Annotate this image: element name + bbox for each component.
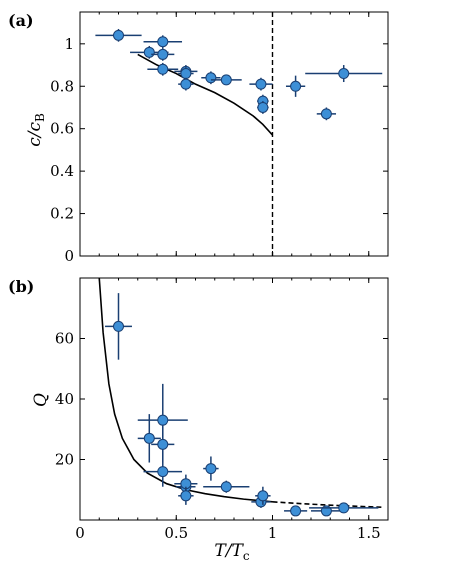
a-data-point: [201, 71, 221, 85]
a-y-tick-label: 0.6: [50, 120, 74, 138]
b-x-tick-label: 1.5: [357, 524, 381, 542]
b-y-tick-label: 60: [55, 330, 74, 348]
a-marker: [157, 36, 169, 48]
b-data-point: [105, 293, 132, 360]
panel-b-x-axis-label-sub: c: [243, 549, 250, 562]
a-marker: [205, 72, 217, 84]
b-x-tick-label: 0.5: [164, 524, 188, 542]
a-marker: [113, 29, 124, 41]
a-marker: [255, 78, 267, 90]
b-model-curve-extrapolated: [272, 501, 385, 509]
b-marker: [338, 502, 350, 514]
a-data-point: [151, 48, 175, 61]
b-data-point: [178, 486, 194, 505]
a-marker: [143, 46, 155, 58]
panel-a-y-axis-label: c/cB: [25, 113, 47, 147]
b-data-point: [137, 414, 161, 463]
a-y-tick-label: 1: [64, 35, 74, 53]
panel-b: (b) 0 0.5 1 1.5 20 40 60 Q T/Tc: [8, 277, 389, 562]
b-data-point: [203, 480, 250, 493]
b-marker: [157, 438, 169, 450]
a-marker: [157, 48, 169, 60]
b-marker: [257, 490, 269, 502]
panel-a-y-axis-label-sub: B: [33, 113, 47, 122]
b-data-point: [203, 456, 219, 481]
b-data-point: [309, 502, 379, 514]
a-data-point: [178, 77, 194, 91]
a-data-point: [285, 75, 306, 97]
b-x-tick-label: 1: [268, 524, 278, 542]
a-y-tick-label: 0: [64, 247, 74, 265]
panel-a-y-axis-label-main: c/c: [25, 122, 45, 147]
a-marker: [290, 80, 302, 92]
a-data-point: [147, 62, 179, 76]
a-data-point: [95, 28, 142, 42]
a-y-tick-label: 0.8: [50, 77, 74, 95]
a-marker: [157, 63, 169, 75]
a-marker: [180, 68, 192, 80]
b-y-tick-label: 40: [55, 390, 74, 408]
panel-b-frame: [79, 277, 389, 521]
panel-b-x-axis-label: T/Tc: [214, 541, 249, 562]
b-y-tick-label: 20: [55, 451, 74, 469]
b-data-point: [143, 456, 183, 487]
a-data-point: [249, 77, 273, 91]
b-marker: [205, 463, 217, 475]
a-data-point: [257, 101, 269, 114]
b-marker: [143, 432, 155, 444]
b-data-point: [255, 486, 271, 505]
panel-a: (a) 0 0.2 0.4 0.6 0.8 1 c/cB: [8, 11, 389, 265]
a-data-point: [305, 65, 383, 83]
b-x-tick-label: 0: [75, 524, 85, 542]
panel-a-frame: [79, 11, 389, 257]
a-marker: [180, 78, 192, 90]
b-marker: [157, 466, 169, 478]
panel-b-x-axis-label-main: T/T: [214, 541, 244, 561]
a-marker: [257, 101, 269, 113]
panel-a-label: (a): [8, 11, 34, 30]
b-marker: [180, 490, 192, 502]
a-marker: [320, 108, 332, 120]
b-marker: [157, 414, 169, 426]
a-marker: [338, 68, 350, 80]
b-model-curve: [98, 278, 273, 503]
b-marker: [113, 320, 124, 332]
b-data-point: [284, 505, 308, 517]
a-y-tick-label: 0.4: [50, 162, 74, 180]
panel-b-y-axis-label: Q: [31, 393, 51, 407]
a-data-point: [143, 35, 183, 49]
b-marker: [290, 505, 302, 517]
panel-b-label: (b): [8, 277, 34, 296]
a-marker: [220, 74, 232, 86]
a-y-tick-label: 0.2: [50, 205, 74, 223]
a-model-curve: [137, 53, 274, 136]
a-data-point: [316, 107, 337, 121]
b-marker: [220, 481, 232, 493]
a-data-point: [210, 74, 242, 86]
